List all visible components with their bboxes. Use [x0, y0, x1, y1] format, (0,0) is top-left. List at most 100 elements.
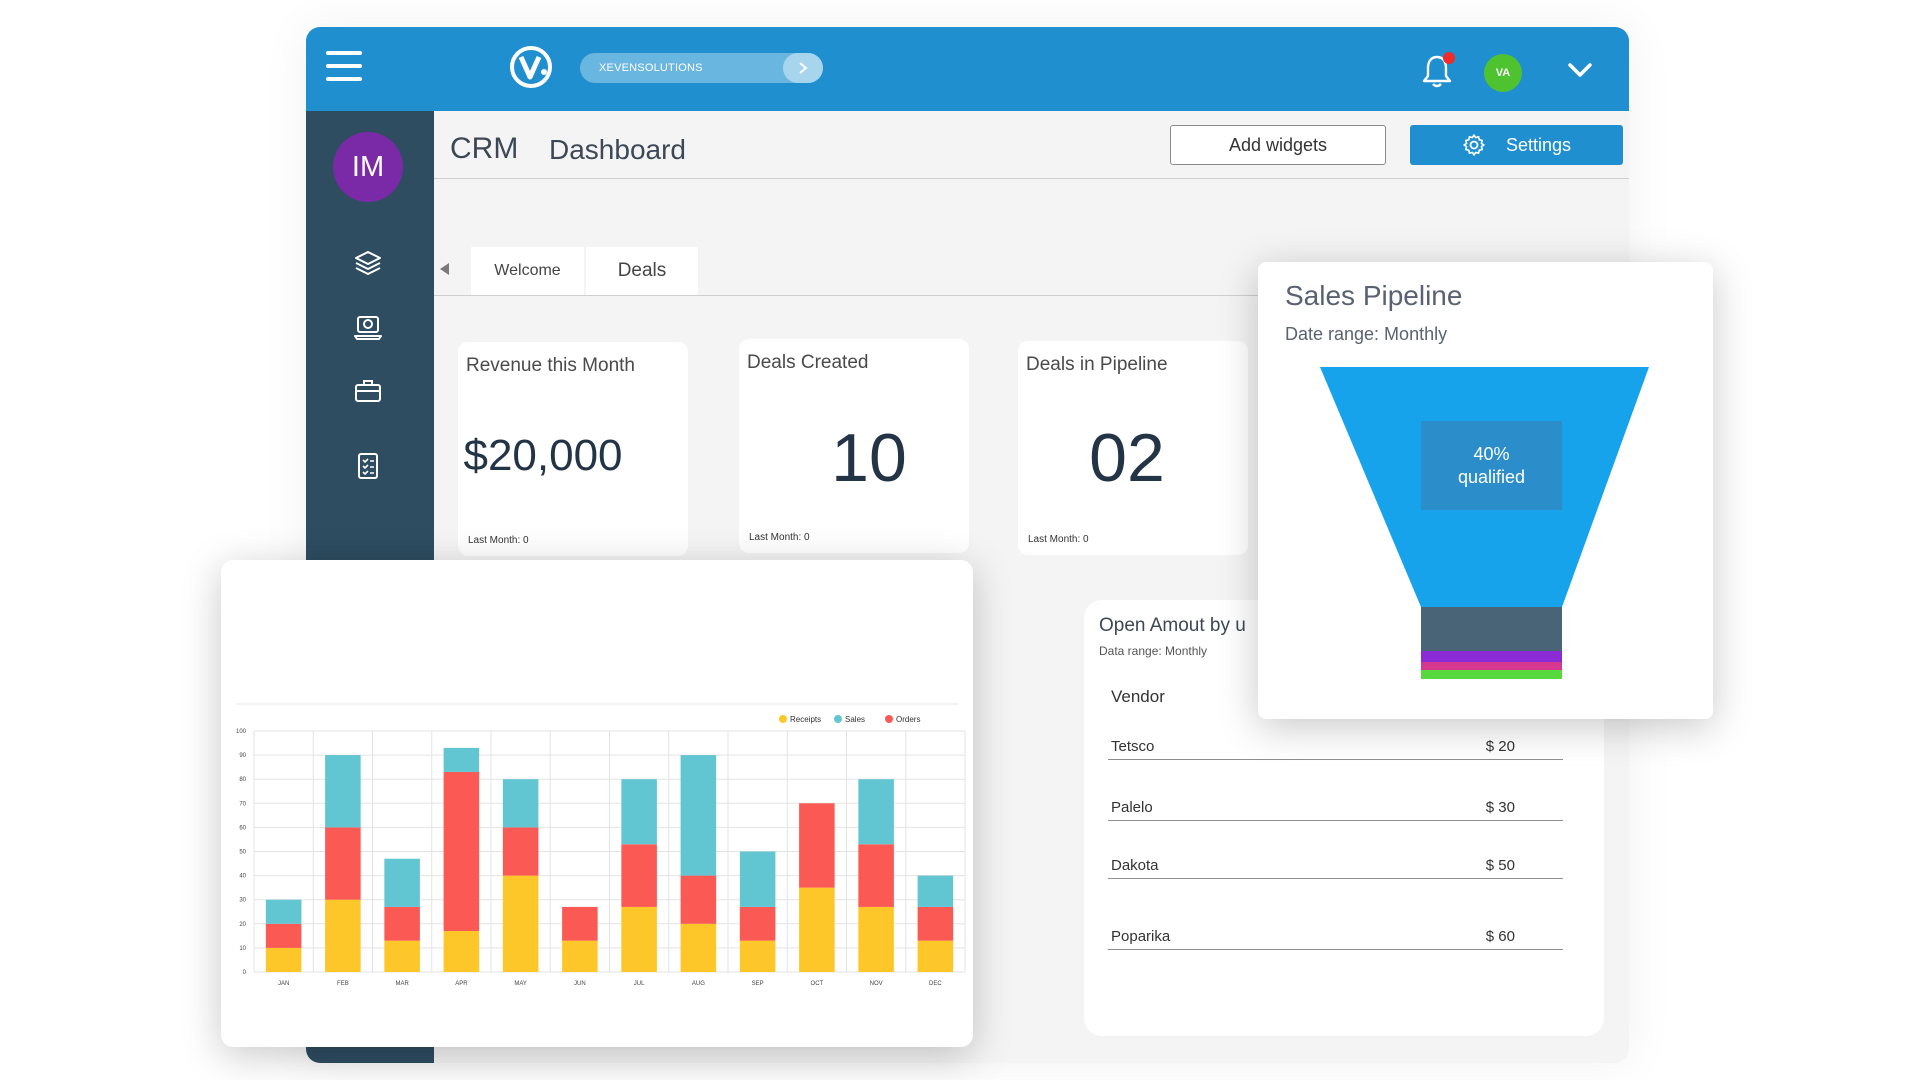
stacked-bar-chart: 0 10 20 30 40 50 60 70 80 90 100 JAN FEB MAR APR MAY JUN…	[236, 703, 966, 987]
bar-orders	[443, 771, 480, 932]
menu-icon[interactable]	[326, 51, 362, 81]
table-row: Dakota $ 50	[1108, 857, 1563, 879]
x-tick-label: DEC	[929, 981, 942, 987]
x-tick-label: NOV	[870, 981, 883, 987]
bar-orders	[858, 844, 894, 907]
vendor-amount: $ 50	[1485, 857, 1515, 874]
vendor-name: Dakota	[1111, 857, 1159, 874]
table-row: Poparika $ 60	[1108, 928, 1563, 950]
bar-sales	[621, 779, 657, 845]
settings-button[interactable]: Settings	[1410, 125, 1623, 165]
bar-orders	[325, 827, 361, 900]
stacked-bar-chart-card: 0 10 20 30 40 50 60 70 80 90 100 JAN FEB MAR APR MAY JUN…	[221, 560, 973, 1047]
vendor-name: Palelo	[1111, 799, 1153, 816]
x-tick-label: MAR	[395, 981, 409, 987]
briefcase-icon[interactable]	[352, 375, 384, 407]
bar-receipts	[384, 940, 420, 972]
bar-sales	[917, 875, 954, 907]
x-tick-label: AUG	[692, 981, 705, 987]
y-tick-label: 50	[239, 850, 246, 856]
funnel-stage-2	[1421, 607, 1562, 651]
bar-receipts	[739, 940, 776, 972]
bar-receipts	[265, 947, 302, 972]
sales-pipeline-card: Sales Pipeline Date range: Monthly 40% q…	[1258, 262, 1713, 719]
bar-receipts	[621, 906, 657, 972]
page-subtitle: Dashboard	[549, 134, 686, 165]
bar-orders	[384, 906, 420, 941]
bar-orders	[680, 875, 717, 924]
bar-receipts	[680, 923, 717, 972]
gear-icon	[1463, 134, 1485, 156]
y-tick-label: 20	[239, 922, 246, 928]
bar-receipts	[443, 931, 480, 972]
chevron-right-icon[interactable]	[783, 53, 823, 83]
y-tick-label: 80	[239, 777, 246, 783]
support-laptop-icon[interactable]	[352, 311, 384, 343]
layers-icon[interactable]	[352, 247, 384, 279]
kpi-value: $20,000	[463, 431, 623, 480]
bar-orders	[799, 803, 835, 888]
card-subtitle: Data range: Monthly	[1099, 644, 1208, 658]
table-row: Tetsco $ 20	[1108, 738, 1563, 760]
bar-sales	[680, 755, 717, 876]
bar-orders	[621, 844, 657, 907]
y-tick-label: 0	[243, 970, 247, 976]
vendor-name: Poparika	[1111, 928, 1171, 945]
qualified-text: qualified	[1457, 466, 1526, 487]
card-title: Sales Pipeline	[1285, 280, 1463, 311]
add-widgets-button[interactable]: Add widgets	[1170, 125, 1386, 165]
bar-sales	[858, 779, 894, 845]
kpi-card-deals-created: Deals Created 10 Last Month: 0	[739, 339, 969, 553]
bar-receipts	[799, 887, 835, 972]
bar-sales	[502, 779, 539, 828]
vendor-name: Tetsco	[1111, 738, 1155, 755]
card-subtitle: Date range: Monthly	[1285, 324, 1448, 344]
organization-selector[interactable]: XEVENSOLUTIONS	[580, 53, 823, 83]
x-tick-label: JAN	[278, 981, 289, 987]
kpi-footer: Last Month: 0	[468, 535, 529, 546]
profile-avatar[interactable]: IM	[333, 132, 403, 202]
kpi-footer: Last Month: 0	[1028, 534, 1089, 545]
qualified-percent: 40%	[1473, 443, 1510, 464]
bar-receipts	[562, 940, 598, 972]
bar-sales	[265, 899, 302, 924]
tab-welcome[interactable]: Welcome	[471, 247, 584, 295]
page-title: CRM	[450, 132, 519, 165]
tabs-divider	[434, 295, 1334, 296]
notification-dot	[1443, 52, 1455, 64]
bar-receipts	[502, 875, 539, 972]
x-tick-label: APR	[455, 981, 468, 987]
kpi-value: 10	[831, 420, 907, 496]
user-avatar[interactable]: VA	[1484, 54, 1522, 92]
kpi-label: Deals Created	[747, 352, 869, 373]
x-tick-label: JUL	[634, 981, 645, 987]
funnel-stage-4	[1421, 662, 1562, 670]
bar-sales	[384, 858, 420, 907]
y-tick-label: 60	[239, 825, 246, 831]
settings-label: Settings	[1505, 134, 1572, 155]
bar-receipts	[325, 899, 361, 972]
bar-orders	[739, 906, 776, 941]
x-tick-label: MAY	[514, 981, 527, 987]
tabs-scroll-left-icon[interactable]	[440, 263, 449, 275]
funnel-stage-5	[1421, 670, 1562, 679]
funnel-stage-3	[1421, 651, 1562, 662]
table-row: Palelo $ 30	[1108, 799, 1563, 821]
tab-deals[interactable]: Deals	[586, 247, 698, 295]
kpi-card-revenue: Revenue this Month $20,000 Last Month: 0	[458, 342, 688, 556]
kpi-label: Deals in Pipeline	[1026, 354, 1168, 375]
x-tick-label: JUN	[574, 981, 586, 987]
legend-marker-sales	[834, 715, 842, 723]
chevron-down-icon[interactable]	[1566, 59, 1594, 81]
bar-sales	[443, 747, 480, 772]
y-tick-label: 90	[239, 753, 246, 759]
clipboard-checklist-icon[interactable]	[352, 449, 384, 481]
bar-orders	[502, 827, 539, 876]
vendor-amount: $ 60	[1485, 928, 1515, 945]
legend-label-orders: Orders	[896, 715, 920, 724]
y-tick-label: 10	[239, 946, 246, 952]
legend-label-receipts: Receipts	[790, 715, 821, 724]
column-header-vendor: Vendor	[1111, 687, 1165, 706]
bar-receipts	[858, 906, 894, 972]
